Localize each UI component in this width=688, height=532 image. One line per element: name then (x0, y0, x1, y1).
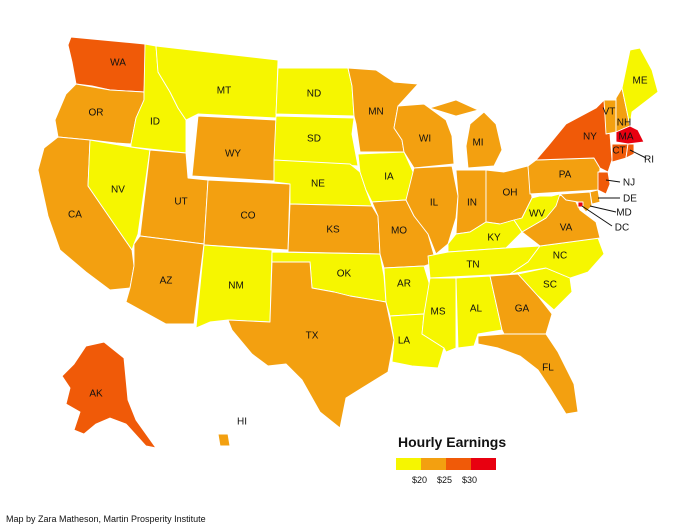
state-label-OK: OK (337, 269, 352, 280)
state-NC (509, 237, 605, 279)
state-MA (615, 125, 645, 145)
state-AZ (125, 235, 205, 325)
state-RI (625, 143, 635, 159)
state-NJ (597, 171, 611, 195)
callout-RI (629, 149, 647, 159)
state-labels-layer: WA OR CA ID NV MT WY UT AZ CO NM ND SD NE KS OK TX MN IA MO… (68, 58, 654, 428)
state-label-OH: OH (503, 188, 518, 199)
legend-swatch-3 (446, 458, 471, 470)
state-label-WA: WA (110, 58, 126, 69)
state-label-MA: MA (619, 132, 634, 143)
state-SD (273, 115, 359, 167)
state-label-CO: CO (241, 211, 256, 222)
state-label-MN: MN (368, 107, 384, 118)
state-label-MS: MS (431, 307, 446, 318)
legend-swatch-1 (396, 458, 421, 470)
legend-swatch-2 (421, 458, 446, 470)
legend-title: Hourly Earnings (398, 434, 507, 450)
legend-tick-30: $30 (462, 475, 478, 485)
callout-lines (581, 149, 647, 227)
state-label-AL: AL (470, 304, 483, 315)
state-label-AZ: AZ (160, 276, 173, 287)
state-label-FL: FL (542, 363, 554, 374)
callout-MD (589, 205, 617, 213)
state-label-NV: NV (111, 185, 125, 196)
state-label-LA: LA (398, 336, 411, 347)
state-label-PA: PA (559, 170, 572, 181)
state-ME (621, 47, 659, 127)
state-label-NY: NY (583, 132, 597, 143)
state-AR (383, 265, 431, 317)
state-label-SD: SD (307, 134, 321, 145)
state-label-NJ: NJ (623, 178, 635, 189)
state-label-AK: AK (89, 389, 103, 400)
state-label-KY: KY (487, 233, 501, 244)
state-WI (393, 103, 455, 169)
state-NV (87, 139, 151, 251)
state-label-MT: MT (217, 86, 231, 97)
state-FL (477, 333, 579, 415)
state-label-WY: WY (225, 149, 241, 160)
legend-swatch-4 (471, 458, 496, 470)
state-label-NM: NM (228, 281, 244, 292)
state-label-ID: ID (150, 117, 160, 128)
state-label-GA: GA (515, 304, 530, 315)
state-label-AR: AR (397, 279, 411, 290)
map-credit: Map by Zara Matheson, Martin Prosperity … (6, 514, 206, 524)
state-label-IL: IL (430, 198, 439, 209)
state-MI (429, 99, 503, 169)
legend-tick-25: $25 (437, 475, 453, 485)
state-label-RI: RI (644, 155, 654, 166)
legend-tick-20: $20 (412, 475, 428, 485)
callout-DC (581, 205, 613, 227)
state-NY (535, 99, 613, 173)
state-OR (54, 83, 145, 145)
state-label-VA: VA (560, 223, 573, 234)
state-label-ME: ME (633, 76, 648, 87)
legend-color-bar (396, 458, 496, 470)
state-label-WV: WV (529, 209, 545, 220)
state-label-VT: VT (603, 107, 616, 118)
state-label-SC: SC (543, 280, 557, 291)
state-label-NE: NE (311, 179, 325, 190)
state-WV (513, 193, 561, 233)
state-label-HI: HI (237, 417, 247, 428)
state-TX (227, 261, 395, 429)
state-label-ND: ND (307, 89, 321, 100)
state-label-KS: KS (326, 225, 340, 236)
state-label-WI: WI (419, 134, 431, 145)
state-label-CT: CT (612, 146, 625, 157)
state-label-OR: OR (89, 108, 104, 119)
state-HI (217, 433, 231, 447)
state-label-DE: DE (623, 194, 637, 205)
state-label-UT: UT (174, 197, 187, 208)
state-label-IN: IN (467, 198, 477, 209)
state-label-CA: CA (68, 210, 82, 221)
state-IL (405, 165, 459, 255)
state-label-MI: MI (472, 138, 483, 149)
state-label-TX: TX (306, 331, 319, 342)
state-label-NC: NC (553, 251, 567, 262)
state-label-TN: TN (466, 260, 479, 271)
state-WA (67, 36, 147, 93)
state-label-MD: MD (616, 208, 632, 219)
state-AK (61, 341, 157, 449)
state-label-DC: DC (615, 223, 629, 234)
state-label-MO: MO (391, 226, 407, 237)
callout-NJ (605, 179, 621, 183)
states-layer (37, 36, 659, 449)
state-label-NH: NH (617, 118, 631, 129)
state-label-IA: IA (384, 172, 394, 183)
